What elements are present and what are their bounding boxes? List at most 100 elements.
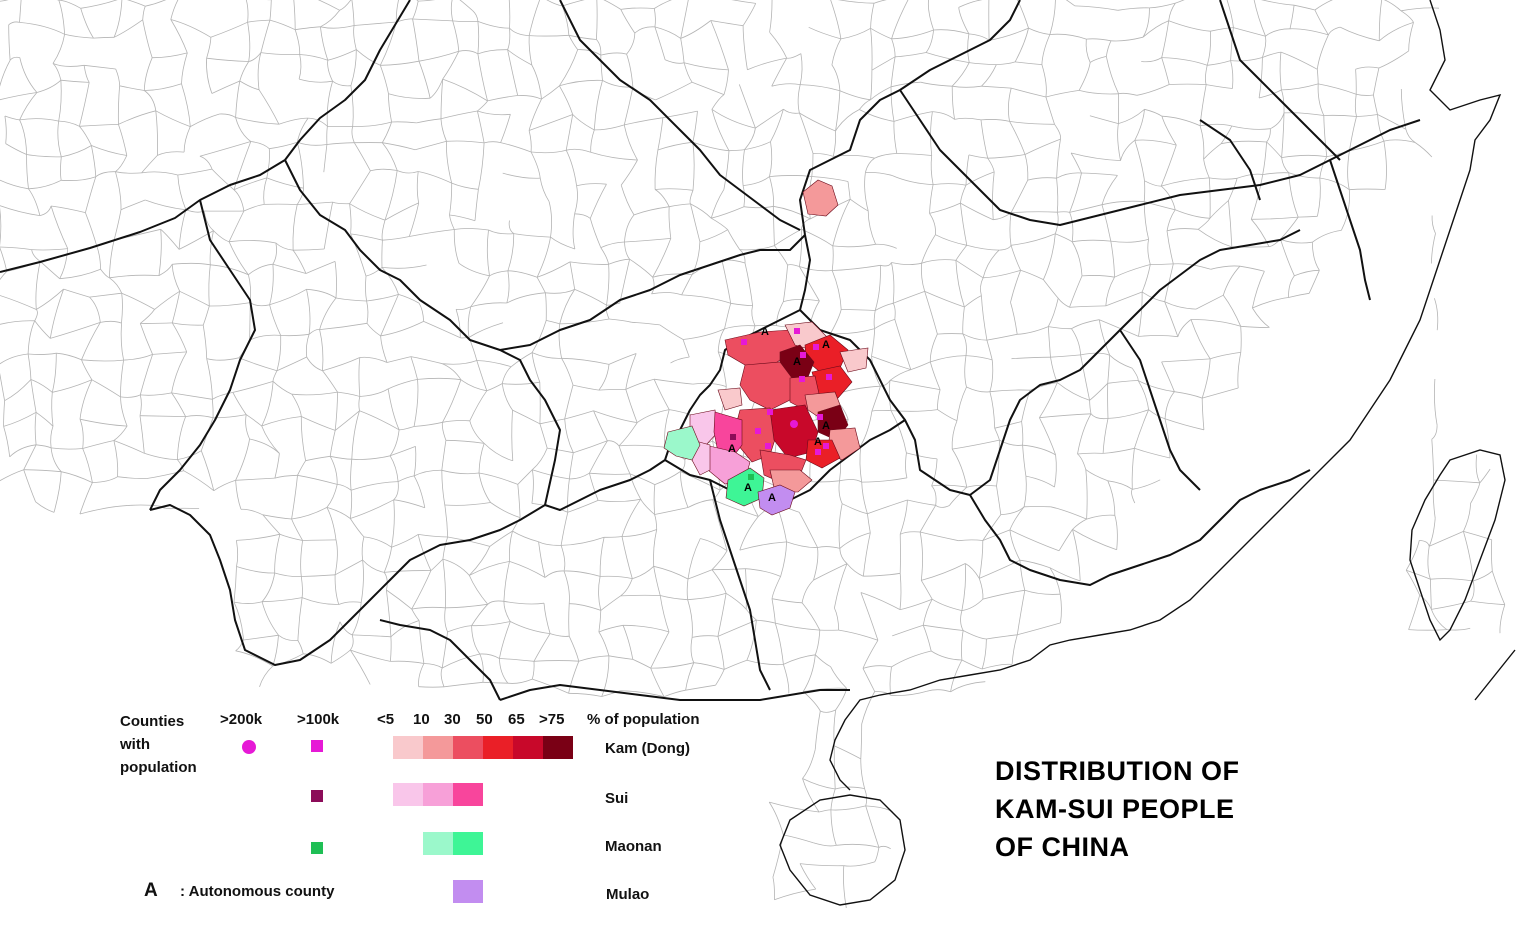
county-boundary-line (477, 110, 511, 116)
county-boundary-line (739, 245, 775, 251)
county-boundary-line (118, 110, 156, 125)
autonomous-county-mark: A (822, 420, 830, 432)
county-boundary-line (272, 242, 277, 265)
county-boundary-line (8, 21, 20, 26)
county-boundary-line (219, 113, 236, 118)
county-boundary-line (1258, 57, 1263, 99)
county-boundary-line (472, 10, 479, 22)
county-boundary-line (685, 684, 716, 691)
county-boundary-line (171, 322, 188, 353)
county-boundary-line (569, 261, 576, 290)
county-boundary-line (1230, 60, 1234, 89)
county-boundary-line (931, 598, 962, 611)
county-boundary-line (236, 540, 239, 567)
county-boundary-line (849, 198, 869, 212)
county-boundary-line (837, 0, 875, 4)
legend-ramp-mulao (453, 880, 483, 903)
county-boundary-line (711, 206, 745, 219)
county-boundary-line (799, 112, 836, 132)
county-boundary-line (509, 561, 546, 578)
county-boundary-line (1114, 515, 1118, 550)
county-boundary-line (141, 171, 178, 176)
county-boundary-line (81, 359, 93, 381)
county-boundary-line (808, 26, 842, 40)
county-boundary-line (986, 339, 993, 360)
county-boundary-line (302, 539, 337, 541)
county-boundary-line (600, 575, 633, 579)
county-boundary-line (680, 471, 721, 491)
county-boundary-line (962, 333, 987, 341)
county-boundary-line (1432, 479, 1436, 519)
county-boundary-line (79, 482, 93, 515)
county-boundary-line (568, 34, 597, 40)
county-boundary-line (532, 678, 569, 694)
county-boundary-line (891, 29, 934, 40)
county-boundary-line (1010, 245, 1021, 271)
county-boundary-line (350, 85, 354, 127)
mulao-county-region (757, 484, 796, 516)
county-boundary-line (0, 0, 9, 2)
county-boundary-line (687, 599, 693, 638)
county-boundary-line (1289, 28, 1329, 36)
county-boundary-line (547, 447, 574, 454)
county-boundary-line (654, 471, 681, 485)
county-boundary-line (202, 305, 210, 326)
county-boundary-line (1308, 270, 1320, 294)
county-boundary-line (896, 153, 932, 156)
county-boundary-line (326, 507, 337, 540)
county-boundary-line (574, 289, 607, 306)
county-boundary-line (563, 570, 570, 604)
county-boundary-line (1258, 89, 1282, 99)
county-boundary-line (305, 455, 331, 462)
county-boundary-line (335, 297, 367, 302)
county-boundary-line (1405, 129, 1416, 143)
county-boundary-line (1120, 139, 1136, 161)
county-boundary-line (130, 504, 160, 507)
county-boundary-line (889, 369, 911, 381)
county-boundary-line (58, 120, 80, 127)
county-boundary-line (865, 805, 880, 848)
legend-threshold-gt75: >75 (539, 711, 565, 728)
county-boundary-line (291, 507, 328, 520)
county-boundary-line (842, 503, 868, 515)
county-boundary-line (1077, 413, 1092, 455)
county-boundary-line (476, 360, 512, 368)
county-boundary-line (999, 245, 1012, 251)
county-boundary-line (482, 681, 508, 684)
county-boundary-line (664, 59, 685, 64)
county-boundary-line (260, 52, 300, 56)
county-boundary-line (723, 69, 729, 95)
county-boundary-line (0, 179, 29, 190)
county-boundary-line (981, 295, 988, 341)
county-boundary-line (927, 0, 934, 31)
county-boundary-line (861, 477, 908, 483)
county-boundary-line (996, 440, 1000, 487)
county-boundary-line (411, 608, 420, 621)
county-boundary-line (624, 214, 635, 243)
county-boundary-line (1328, 26, 1341, 36)
county-boundary-line (770, 109, 784, 142)
county-boundary-line (441, 422, 447, 441)
county-boundary-line (233, 566, 237, 603)
county-boundary-line (1010, 302, 1018, 335)
county-boundary-line (783, 299, 820, 302)
legend-200k-label: >200k (220, 711, 263, 728)
county-boundary-line (1323, 114, 1357, 117)
county-boundary-line (117, 85, 120, 125)
county-boundary-line (361, 536, 365, 561)
county-boundary-line (624, 241, 630, 260)
county-boundary-line (93, 36, 115, 39)
county-boundary-line (835, 786, 865, 790)
maonan-county-region (663, 425, 701, 461)
county-boundary-line (506, 292, 546, 304)
county-boundary-line (952, 439, 1000, 450)
county-boundary-line (809, 480, 840, 483)
county-boundary-line (442, 360, 477, 365)
county-boundary-line (507, 233, 515, 271)
autonomous-county-mark: A (822, 339, 830, 351)
county-boundary-line (140, 322, 173, 324)
county-boundary-line (503, 601, 511, 622)
county-boundary-line (1069, 204, 1103, 213)
county-boundary-line (120, 396, 128, 427)
county-boundary-line (1222, 265, 1241, 296)
